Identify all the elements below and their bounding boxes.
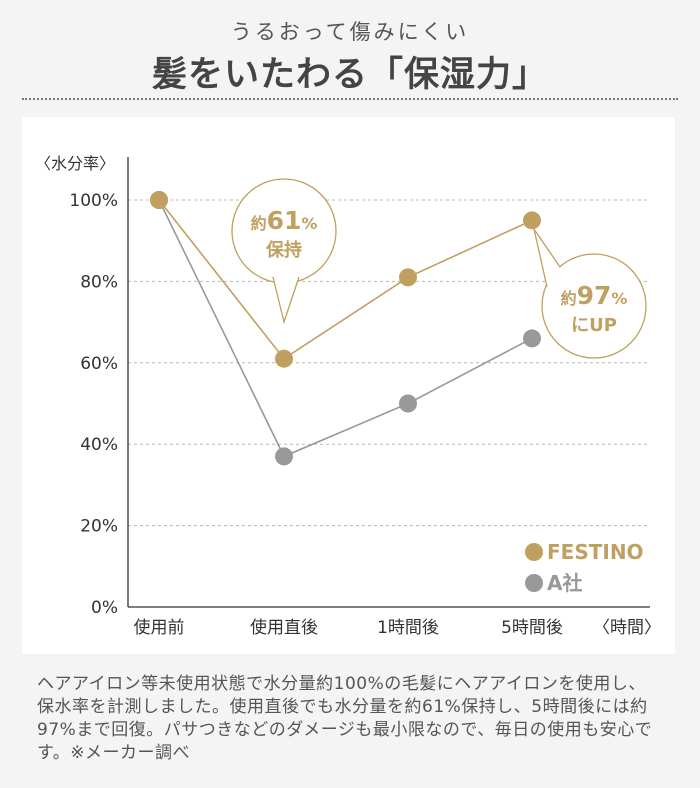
description-text: ヘアアイロン等未使用状態で水分量約100%の毛髪にヘアアイロンを使用し、保水率を… (37, 674, 653, 763)
y-tick-labels: 0% 20% 40% 60% 80% 100% (69, 191, 118, 618)
legend-marker-1 (525, 574, 543, 592)
x-tick-label: 使用前 (134, 617, 185, 638)
series-line-0 (158, 199, 533, 360)
y-tick-label: 80% (80, 272, 118, 292)
series-group (150, 191, 541, 466)
dotted-divider (22, 98, 678, 100)
legend-marker-0 (525, 543, 543, 561)
chart-panel: 〈水分率〉 〈時間〉 0% 20% 40% 60% 80% 100% 使用前 使用直後 1時間… (22, 117, 675, 654)
x-axis-label: 〈時間〉 (593, 618, 661, 638)
annotation-bubble-up: 約97% にUP (533, 228, 647, 359)
series-line-1 (158, 199, 533, 458)
data-point-0-3 (523, 211, 541, 230)
bubble-circle (541, 253, 647, 359)
y-tick-label: 20% (80, 517, 118, 537)
bubble-unit: % (301, 214, 317, 233)
bubble-tail (533, 228, 561, 288)
data-point-1-2 (399, 394, 417, 413)
legend-label-0: FESTINO (547, 540, 644, 564)
bubble-prefix: 約 (251, 214, 267, 233)
bubble-line-2: にUP (571, 315, 617, 336)
x-tick-labels: 使用前 使用直後 1時間後 5時間後 (134, 617, 563, 638)
y-tick-label: 40% (80, 435, 118, 455)
bubble-value: 61 (267, 206, 302, 235)
moisture-chart: 〈水分率〉 〈時間〉 0% 20% 40% 60% 80% 100% 使用前 使用直後 1時間… (35, 154, 661, 638)
bubble-line-2: 保持 (265, 239, 302, 261)
legend: FESTINO A社 (525, 540, 644, 595)
x-tick-label: 1時間後 (377, 618, 439, 638)
annotation-bubble-retain: 約61% 保持 (231, 178, 337, 325)
page-title: 髪をいたわる「保湿力」 (151, 54, 548, 95)
bubble-tail-fill (534, 229, 560, 287)
x-tick-label: 使用直後 (250, 617, 318, 638)
y-tick-label: 60% (80, 354, 118, 374)
bubble-line-1: 約97% (561, 281, 628, 310)
y-axis-label: 〈水分率〉 (35, 154, 115, 173)
bubble-line-1: 約61% (251, 206, 318, 235)
bubble-value: 97 (577, 281, 612, 310)
x-tick-label: 5時間後 (501, 618, 563, 638)
y-tick-label: 100% (69, 191, 118, 211)
legend-label-1: A社 (547, 571, 582, 595)
bubble-tail-fill (273, 277, 299, 322)
grid-lines (128, 199, 650, 527)
page-subtitle: うるおって傷みにくい (230, 20, 470, 44)
y-tick-label: 0% (91, 598, 118, 618)
data-point-0-1 (275, 349, 293, 368)
bubble-unit: % (611, 289, 627, 308)
bubble-tail (272, 276, 300, 325)
data-point-1-1 (275, 447, 293, 466)
bubble-prefix: 約 (561, 289, 577, 308)
data-point-0-0 (150, 191, 168, 209)
data-point-1-3 (523, 329, 541, 348)
data-point-0-2 (399, 268, 417, 287)
